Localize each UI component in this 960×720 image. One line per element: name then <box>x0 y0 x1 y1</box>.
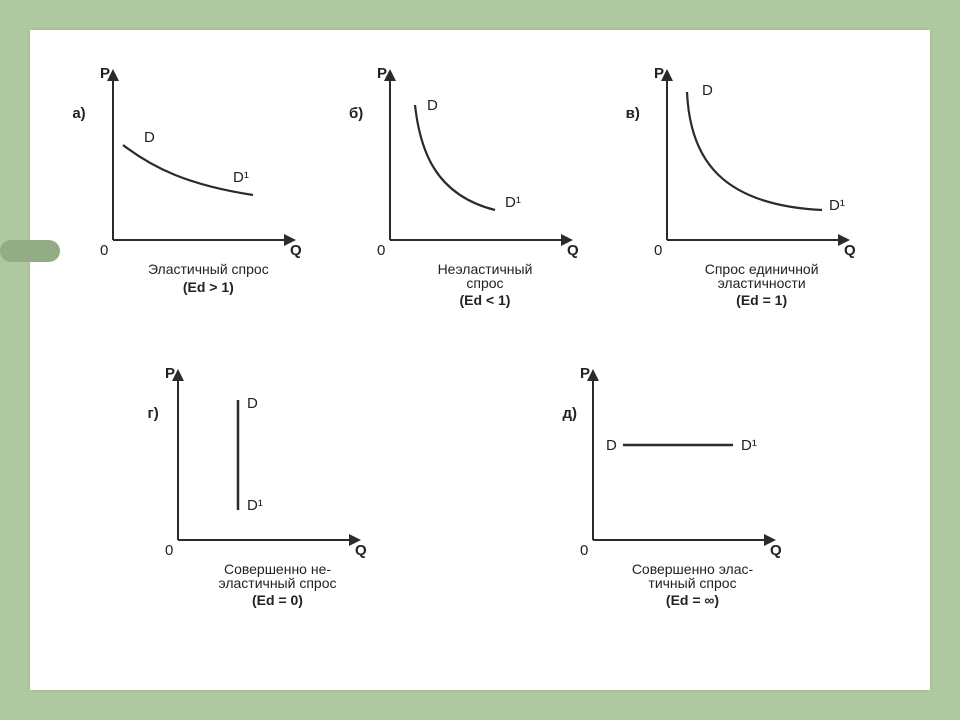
d-label: D <box>144 129 155 146</box>
d1-label: D¹ <box>505 194 521 211</box>
panel-c-id: в) <box>626 105 640 122</box>
panel-e: д) P Q 0 D D¹ Совершенно эла <box>543 350 843 640</box>
slide-canvas: а) P Q 0 D D¹ Эластичный спр <box>30 30 930 690</box>
panel-a: а) P Q 0 D D¹ Эластичный спр <box>78 50 338 340</box>
caption-d2: (Ed = 0) <box>128 592 428 608</box>
demand-curve-c <box>687 92 822 210</box>
q-label: Q <box>770 542 782 559</box>
p-label: P <box>580 365 590 382</box>
p-label: P <box>654 65 664 82</box>
panel-a-id: а) <box>72 105 85 122</box>
caption-a2: (Ed > 1) <box>78 279 338 295</box>
panel-e-id: д) <box>563 405 578 422</box>
d-label: D <box>606 437 617 454</box>
d1-label: D¹ <box>233 169 249 186</box>
decorative-pill <box>0 240 60 262</box>
origin-label: 0 <box>654 242 662 259</box>
caption-e2: (Ed = ∞) <box>543 592 843 608</box>
panel-d-id: г) <box>148 405 159 422</box>
q-label: Q <box>567 242 579 259</box>
p-label: P <box>100 65 110 82</box>
p-label: P <box>377 65 387 82</box>
chart-b: P Q 0 D D¹ <box>355 50 585 265</box>
caption-a1: Эластичный спрос <box>78 261 338 279</box>
origin-label: 0 <box>165 542 173 559</box>
origin-label: 0 <box>100 242 108 259</box>
row-2: г) P Q 0 D D¹ Совершенно не- <box>70 350 900 640</box>
q-label: Q <box>355 542 367 559</box>
panels-container: а) P Q 0 D D¹ Эластичный спр <box>70 50 900 650</box>
chart-e: P Q 0 D D¹ <box>543 350 803 565</box>
origin-label: 0 <box>377 242 385 259</box>
caption-b1b: спрос <box>355 275 615 293</box>
caption-c1b: эластичности <box>632 275 892 293</box>
caption-b2: (Ed < 1) <box>355 292 615 308</box>
chart-c: P Q 0 D D¹ <box>632 50 862 265</box>
d1-label: D¹ <box>741 437 757 454</box>
p-label: P <box>165 365 175 382</box>
origin-label: 0 <box>580 542 588 559</box>
demand-curve-b <box>415 105 495 210</box>
chart-a: P Q 0 D D¹ <box>78 50 308 265</box>
q-label: Q <box>290 242 302 259</box>
panel-b-id: б) <box>349 105 363 122</box>
chart-d: P Q 0 D D¹ <box>128 350 388 565</box>
panel-d: г) P Q 0 D D¹ Совершенно не- <box>128 350 428 640</box>
caption-d1b: эластичный спрос <box>128 575 428 593</box>
d-label: D <box>702 82 713 99</box>
panel-b: б) P Q 0 D D¹ Неэластичный <box>355 50 615 340</box>
q-label: Q <box>844 242 856 259</box>
d1-label: D¹ <box>247 497 263 514</box>
caption-e1b: тичный спрос <box>543 575 843 593</box>
panel-c: в) P Q 0 D D¹ Спрос единично <box>632 50 892 340</box>
d-label: D <box>247 395 258 412</box>
d-label: D <box>427 97 438 114</box>
row-1: а) P Q 0 D D¹ Эластичный спр <box>70 50 900 340</box>
d1-label: D¹ <box>829 197 845 214</box>
caption-c2: (Ed = 1) <box>632 292 892 308</box>
